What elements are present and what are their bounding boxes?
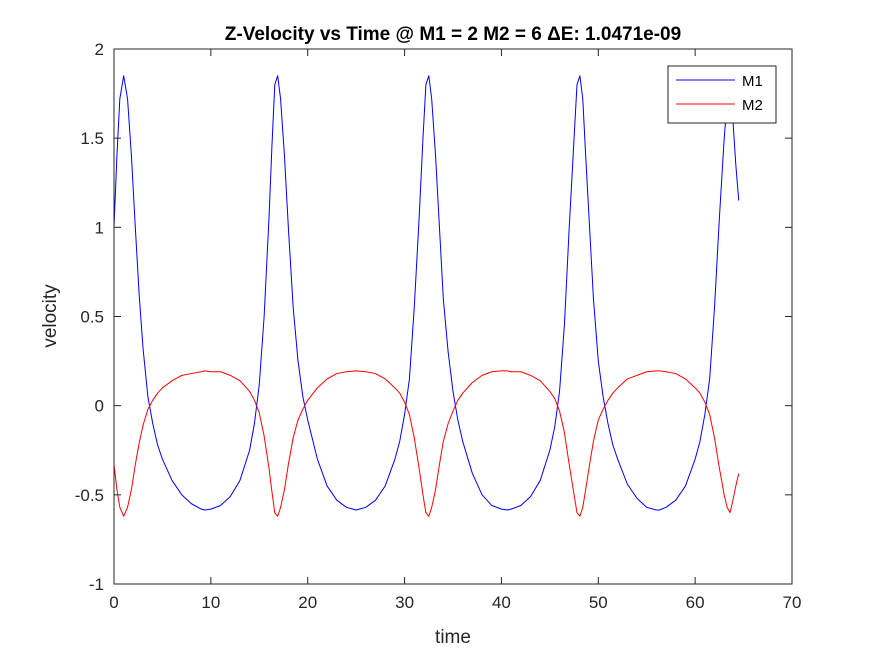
series-layer	[113, 75, 740, 517]
plot-area-background	[114, 49, 792, 584]
y-tick-label: 0.5	[80, 308, 104, 327]
series-line-m1	[113, 75, 740, 511]
chart-title: Z-Velocity vs Time @ M1 = 2 M2 = 6 ΔE: 1…	[225, 24, 681, 45]
y-tick-label: 0	[95, 397, 104, 416]
x-tick-label: 10	[201, 593, 220, 612]
y-axis-label: velocity	[40, 284, 61, 348]
legend: M1 M2	[667, 65, 777, 124]
x-tick-label: 40	[492, 593, 511, 612]
x-tick-label: 30	[395, 593, 414, 612]
y-tick-label: -1	[89, 575, 104, 594]
legend-label-m2: M2	[742, 97, 763, 114]
series-line-m2	[113, 370, 740, 517]
y-tick-label: 1	[95, 218, 104, 237]
y-tick-label: 2	[95, 40, 104, 59]
x-tick-label: 20	[298, 593, 317, 612]
x-axis-label: time	[435, 627, 471, 648]
legend-box	[667, 65, 777, 124]
x-tick-label: 0	[109, 593, 118, 612]
x-tick-label: 60	[686, 593, 705, 612]
legend-label-m1: M1	[742, 73, 763, 90]
ticks-layer: 0 10 20 30 40 50 60 70 -1 -0.5 0 0.5 1 1.5 2	[75, 40, 802, 612]
y-tick-label: 1.5	[80, 129, 104, 148]
x-tick-label: 50	[589, 593, 608, 612]
x-tick-label: 70	[783, 593, 802, 612]
y-tick-label: -0.5	[75, 486, 104, 505]
